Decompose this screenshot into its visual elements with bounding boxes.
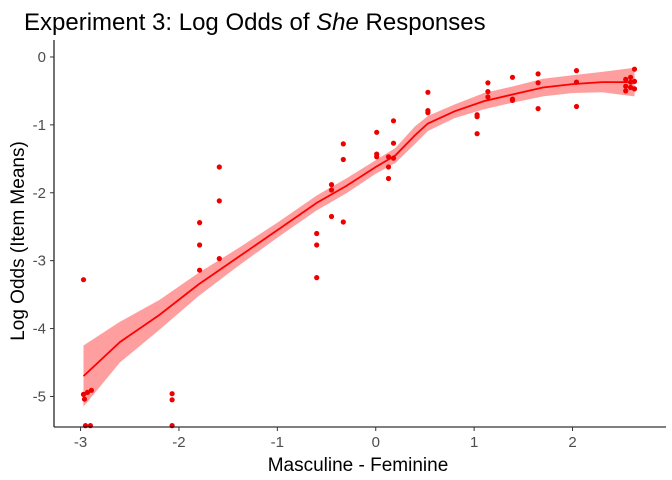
data-point	[623, 83, 629, 89]
data-point	[374, 154, 380, 160]
data-point	[84, 389, 91, 395]
x-tick-label: 2	[568, 434, 576, 451]
data-point	[631, 86, 638, 92]
data-point	[628, 79, 634, 85]
data-point	[340, 156, 346, 163]
data-point	[390, 118, 397, 124]
data-point	[509, 97, 516, 103]
data-point	[169, 391, 175, 397]
x-tick-label: -1	[271, 434, 284, 451]
data-point	[485, 80, 491, 86]
data-point	[216, 198, 222, 204]
data-point	[474, 131, 480, 137]
data-point	[390, 155, 397, 161]
data-point	[425, 110, 431, 116]
data-point	[169, 397, 175, 403]
data-point	[628, 84, 634, 91]
data-point	[374, 129, 380, 135]
data-point	[314, 230, 320, 237]
x-axis-ticks: -3 -2 -1 0 1 2	[74, 427, 577, 451]
data-point	[88, 387, 94, 393]
data-point	[573, 79, 580, 85]
data-point	[535, 71, 541, 77]
data-point	[340, 141, 346, 147]
data-point	[80, 391, 87, 397]
y-axis-title: Log Odds (Item Means)	[8, 141, 29, 341]
data-point	[425, 89, 431, 95]
data-point	[314, 242, 320, 248]
data-point	[631, 66, 638, 72]
data-point	[623, 76, 629, 82]
data-point	[628, 74, 634, 80]
data-point	[535, 80, 541, 86]
title-suffix: Responses	[359, 9, 486, 36]
data-point	[197, 220, 203, 226]
fit-line	[82, 81, 635, 377]
x-tick-label: 1	[470, 434, 478, 451]
data-point	[80, 277, 87, 283]
data-point	[474, 114, 480, 120]
data-point	[216, 256, 222, 262]
data-point	[385, 164, 392, 170]
x-axis-title: Masculine - Feminine	[268, 455, 449, 476]
data-point	[385, 154, 392, 160]
data-point	[485, 89, 491, 95]
x-tick-label: -3	[74, 434, 87, 451]
x-tick-label: 0	[372, 434, 380, 451]
data-point	[509, 74, 516, 80]
y-tick-label: -3	[33, 253, 46, 270]
y-tick-label: -4	[33, 321, 46, 338]
data-point	[535, 106, 541, 112]
data-point	[390, 140, 397, 146]
data-point	[385, 175, 392, 182]
plot-area	[80, 66, 638, 429]
data-point	[631, 78, 638, 84]
data-point	[197, 267, 203, 273]
data-point	[573, 103, 580, 110]
title-prefix: Experiment 3: Log Odds of	[24, 9, 316, 36]
y-tick-label: -1	[33, 117, 46, 134]
data-point	[328, 213, 335, 220]
y-tick-label: -5	[33, 388, 46, 405]
data-point	[573, 68, 580, 74]
data-point	[328, 182, 335, 188]
y-tick-label: -2	[33, 185, 46, 202]
data-point	[216, 164, 222, 170]
y-axis-ticks: 0 -1 -2 -3 -4 -5	[33, 49, 54, 405]
y-tick-label: 0	[38, 49, 46, 66]
confidence-ribbon	[83, 67, 635, 407]
data-point	[623, 88, 629, 94]
chart-title: Experiment 3: Log Odds of She Responses	[24, 9, 486, 36]
title-emphasis: She	[316, 9, 359, 36]
data-point	[340, 219, 346, 225]
data-point	[81, 396, 88, 402]
data-point	[485, 94, 491, 100]
x-tick-label: -2	[172, 434, 185, 451]
data-point	[197, 242, 203, 248]
data-point	[314, 275, 320, 281]
data-point	[328, 187, 335, 193]
